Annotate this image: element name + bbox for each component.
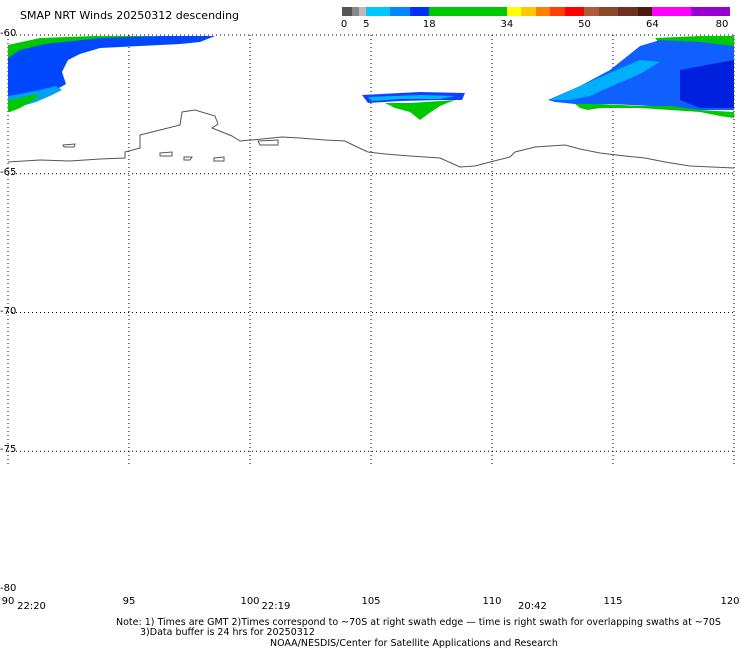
note-line-1: Note: 1) Times are GMT 2)Times correspon… — [116, 617, 721, 628]
colorbar-segment — [691, 7, 730, 16]
credit-line: NOAA/NESDIS/Center for Satellite Applica… — [270, 638, 558, 649]
wind-speed-colorbar — [342, 7, 730, 16]
lat-lon-grid — [7, 34, 735, 465]
colorbar-segment — [429, 7, 507, 16]
swath-time-label: 22:19 — [261, 601, 291, 612]
colorbar-segment — [409, 7, 430, 16]
note-line-2: 3)Data buffer is 24 hrs for 20250312 — [140, 627, 315, 638]
colorbar-segment — [652, 7, 692, 16]
colorbar-segment — [351, 7, 359, 16]
latitude-label: -65 — [0, 166, 17, 178]
colorbar-label: 0 — [340, 19, 348, 30]
swath-time-label: 22:20 — [17, 601, 46, 612]
colorbar-segment — [358, 7, 367, 16]
wind-swath-right-darkblue — [680, 60, 734, 108]
latitude-label: -60 — [0, 28, 17, 39]
colorbar-segment — [535, 7, 551, 16]
colorbar-segment — [342, 7, 352, 16]
colorbar-segment — [618, 7, 638, 16]
longitude-label: 90 — [1, 596, 15, 607]
coast-island-3 — [257, 139, 279, 146]
colorbar-segment — [390, 7, 410, 16]
colorbar-segment — [506, 7, 522, 16]
colorbar-segment — [565, 7, 585, 16]
coast-island-5 — [213, 156, 225, 162]
colorbar-segment — [550, 7, 566, 16]
wind-swath-left-lowgreen — [8, 94, 40, 112]
wind-swath-mid-cyan — [368, 95, 455, 101]
swath-time-label: 20:42 — [518, 601, 547, 612]
latitude-label: -75 — [0, 444, 17, 456]
wind-swath-right-lowgreen — [575, 104, 734, 118]
longitude-label: 100 — [240, 596, 260, 607]
latitude-label: -80 — [0, 583, 17, 594]
longitude-label: 110 — [482, 596, 502, 607]
longitude-label: 105 — [361, 596, 381, 607]
colorbar-label: 18 — [422, 19, 436, 30]
colorbar-label: 80 — [715, 19, 729, 30]
colorbar-segment — [521, 7, 536, 16]
coast-island-4 — [183, 156, 193, 161]
colorbar-segment — [598, 7, 619, 16]
coast-island-2 — [159, 151, 173, 157]
antarctic-coastline — [7, 109, 735, 169]
wind-swath-left-blue — [8, 36, 215, 104]
longitude-label: 115 — [603, 596, 623, 607]
map-title: SMAP NRT Winds 20250312 descending — [20, 9, 240, 22]
colorbar-segment — [366, 7, 391, 16]
colorbar-segment — [584, 7, 599, 16]
colorbar-label: 34 — [500, 19, 514, 30]
colorbar-label: 5 — [363, 19, 370, 30]
wind-swath-right-cyan — [550, 60, 660, 100]
longitude-label: 95 — [122, 596, 136, 607]
longitude-label: 120 — [720, 596, 740, 607]
colorbar-label: 50 — [578, 19, 591, 30]
colorbar-segment — [637, 7, 653, 16]
wind-swath-mid-green — [385, 100, 455, 120]
wind-swaths — [8, 36, 734, 120]
latitude-label: -70 — [0, 305, 17, 317]
coast-island-1 — [62, 143, 76, 148]
colorbar-label: 64 — [646, 19, 659, 30]
